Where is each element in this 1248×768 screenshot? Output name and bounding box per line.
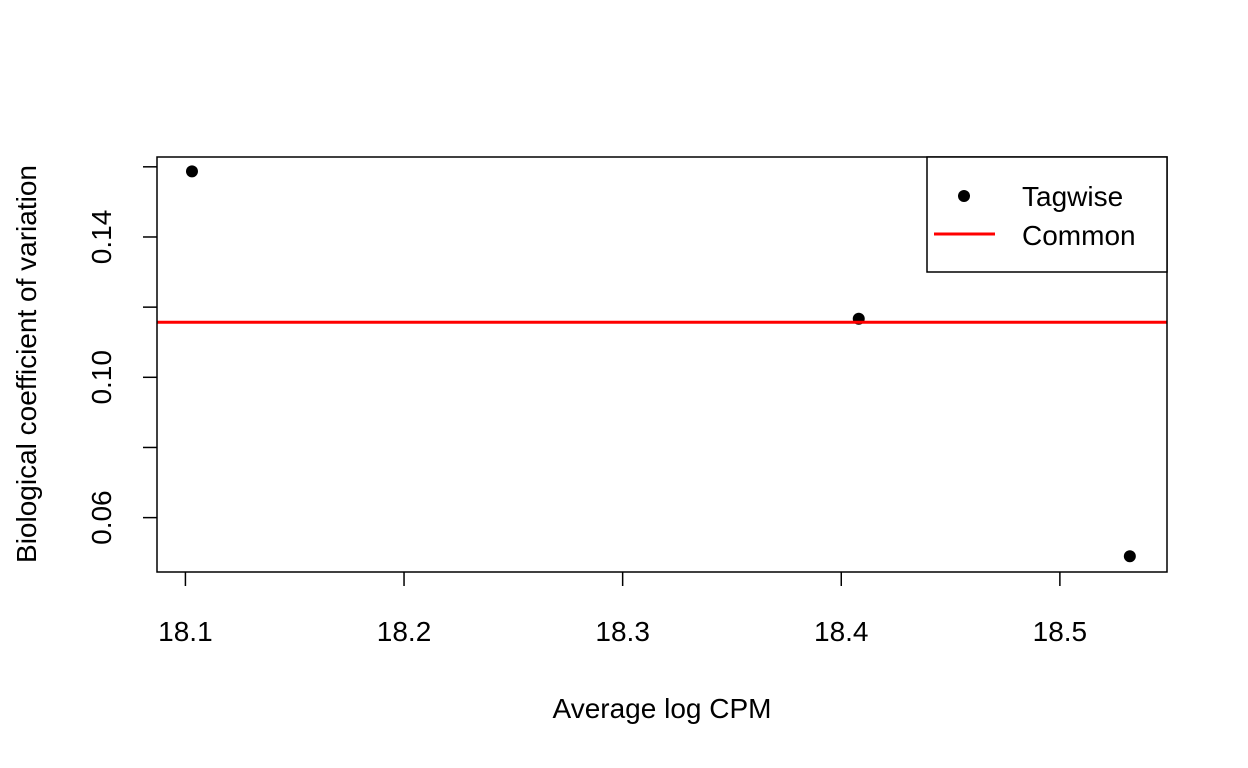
legend-box — [926, 156, 1168, 273]
axis-ticks: 18.1 18.2 18.3 18.4 18.5 0.06 0.10 0.14 — [86, 166, 1088, 647]
x-tick-label: 18.1 — [158, 616, 213, 647]
x-tick-label: 18.2 — [377, 616, 432, 647]
legend-common-label: Common — [1022, 220, 1136, 251]
tagwise-point — [185, 165, 198, 178]
y-tick-label: 0.14 — [86, 210, 117, 265]
legend-tagwise-marker — [958, 190, 970, 202]
legend-tagwise-label: Tagwise — [1022, 181, 1123, 212]
x-tick-label: 18.3 — [595, 616, 650, 647]
tagwise-point — [1123, 550, 1136, 563]
y-tick-label: 0.10 — [86, 350, 117, 405]
x-tick-label: 18.5 — [1033, 616, 1088, 647]
plot-frame — [156, 156, 1168, 573]
legend: Tagwise Common — [926, 156, 1168, 273]
y-tick-label: 0.06 — [86, 490, 117, 545]
y-axis-label: Biological coefficient of variation — [11, 165, 42, 563]
plot-series — [157, 165, 1167, 563]
x-tick-label: 18.4 — [814, 616, 869, 647]
x-axis-label: Average log CPM — [553, 693, 772, 724]
